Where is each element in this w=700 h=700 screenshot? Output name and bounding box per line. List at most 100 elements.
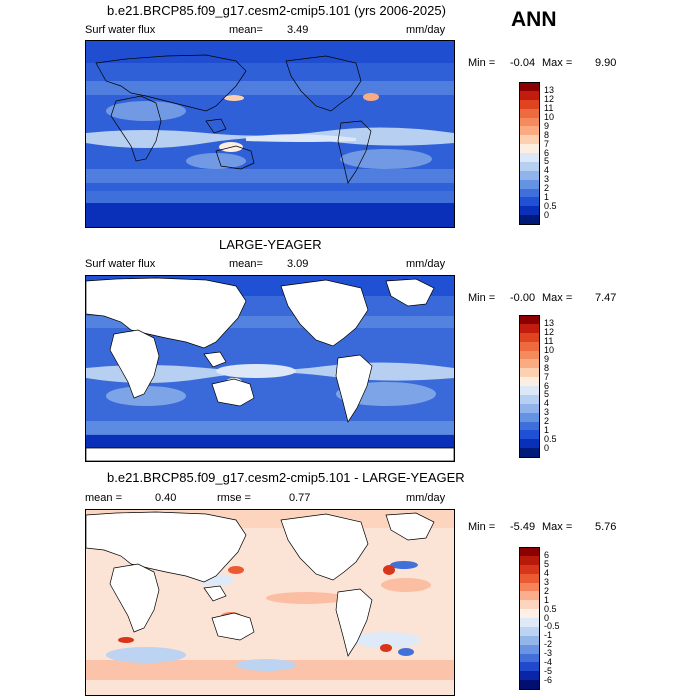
colorbar-swatch [519, 626, 540, 637]
colorbar-swatch [519, 439, 540, 449]
colorbar-tick-label: -6 [544, 674, 553, 685]
colorbar-tick-label: 3 [544, 577, 550, 587]
colorbar-tick-label: -4 [544, 656, 553, 667]
panel3-max-label: Max = [542, 521, 573, 533]
colorbar-swatch [519, 108, 540, 118]
colorbar-tick-label: 0.5 [544, 433, 557, 444]
panel1-map [85, 40, 455, 228]
panel2-max-value: 7.47 [595, 292, 617, 304]
colorbar-tick-label: 5 [544, 156, 550, 167]
colorbar-tick-label: 0 [544, 442, 550, 453]
colorbar-tick-label: 9 [544, 120, 550, 131]
panel1-min-value: -0.04 [510, 57, 536, 69]
colorbar-tick-label: -2 [544, 639, 553, 650]
colorbar-tick-label: 12 [544, 327, 555, 338]
colorbar-swatch [519, 126, 540, 136]
colorbar-swatch [519, 662, 540, 672]
colorbar-swatch [519, 421, 540, 431]
colorbar-swatch [519, 368, 540, 378]
colorbar-swatch [519, 99, 540, 110]
colorbar-swatch [519, 386, 540, 396]
colorbar-tick-label: 5 [544, 389, 550, 400]
colorbar-tick-label: -3 [544, 648, 553, 658]
colorbar-swatch [519, 394, 540, 405]
panel2-max-label: Max = [542, 292, 573, 304]
colorbar-tick-label: 3 [544, 174, 550, 185]
colorbar-tick-label: 13 [544, 318, 555, 329]
panel1-colorbar: 13 12 11 10 9 8 7 6 5 4 3 2 1 0.5 0 [519, 82, 579, 225]
colorbar-swatch [519, 341, 540, 351]
colorbar-swatch [519, 555, 540, 566]
colorbar-swatch [519, 573, 540, 583]
panel2-units: mm/day [406, 258, 446, 270]
colorbar-tick-label: 0 [544, 612, 550, 623]
panel2-min-value: -0.00 [510, 292, 536, 304]
colorbar-swatch [519, 144, 540, 154]
colorbar-tick-label: 12 [544, 94, 555, 105]
colorbar-tick-label: 7 [544, 371, 550, 382]
colorbar-swatch [519, 206, 540, 216]
panel3-min-label: Min = [468, 521, 496, 533]
colorbar-swatch [519, 547, 540, 557]
colorbar-swatch [519, 315, 540, 325]
panel2-variable-label: Surf water flux [85, 258, 156, 270]
panel1-mean-label: mean= [229, 24, 263, 36]
panel3-mean-value: 0.40 [155, 492, 177, 504]
panel3-rmse-value: 0.77 [289, 492, 311, 504]
season-label: ANN [511, 8, 557, 31]
colorbar-swatch [519, 135, 540, 145]
colorbar-tick-label: 3 [544, 407, 550, 418]
panel3-mean-label: mean = [85, 492, 122, 504]
colorbar-tick-label: 5 [544, 559, 550, 570]
colorbar-tick-label: 4 [544, 568, 550, 579]
colorbar-tick-label: 10 [544, 112, 555, 122]
panel1-mean-value: 3.49 [287, 24, 309, 36]
colorbar-tick-label: 2 [544, 585, 550, 596]
colorbar-tick-label: -5 [544, 665, 553, 676]
colorbar-swatch [519, 350, 540, 360]
colorbar-swatch [519, 197, 540, 207]
colorbar-tick-label: 6 [544, 380, 550, 391]
colorbar-swatch [519, 448, 540, 458]
panel1-title: b.e21.BRCP85.f09_g17.cesm2-cmip5.101 (yr… [107, 3, 446, 18]
panel2-colorbar: 13 12 11 10 9 8 7 6 5 4 3 2 1 0.5 0 [519, 315, 579, 458]
colorbar-tick-label: 1 [544, 191, 550, 202]
colorbar-swatch [519, 618, 540, 628]
colorbar-swatch [519, 179, 540, 189]
colorbar-swatch [519, 215, 540, 225]
colorbar-swatch [519, 377, 540, 387]
panel1-variable-label: Surf water flux [85, 24, 156, 36]
colorbar-tick-label: -1 [544, 630, 553, 641]
colorbar-tick-label: 0 [544, 209, 550, 220]
panel3-max-value: 5.76 [595, 521, 617, 533]
colorbar-tick-label: 4 [544, 398, 550, 409]
panel1-min-label: Min = [468, 57, 496, 69]
colorbar-swatch [519, 82, 540, 92]
colorbar-swatch [519, 412, 540, 422]
colorbar-tick-label: 10 [544, 345, 555, 355]
panel2-title: LARGE-YEAGER [219, 237, 322, 252]
colorbar-swatch [519, 170, 540, 181]
colorbar-tick-label: 2 [544, 183, 550, 193]
colorbar-swatch [519, 117, 540, 127]
colorbar-swatch [519, 582, 540, 592]
colorbar-tick-label: 8 [544, 129, 550, 140]
colorbar-swatch [519, 323, 540, 334]
panel3-map [85, 509, 455, 696]
colorbar-tick-label: 6 [544, 147, 550, 158]
colorbar-tick-label: 8 [544, 362, 550, 373]
colorbar-swatch [519, 161, 540, 172]
colorbar-swatch [519, 600, 540, 610]
colorbar-swatch [519, 90, 540, 101]
colorbar-tick-label: 1 [544, 594, 550, 605]
colorbar-tick-label: 11 [544, 103, 554, 114]
colorbar-tick-label: 11 [544, 336, 554, 347]
colorbar-tick-label: 0.5 [544, 200, 557, 211]
colorbar-tick-label: 2 [544, 416, 550, 426]
colorbar-swatch [519, 635, 540, 646]
panel1-max-value: 9.90 [595, 57, 617, 69]
panel2-map [85, 275, 455, 462]
colorbar-tick-label: 4 [544, 165, 550, 176]
colorbar-tick-label: 6 [544, 550, 550, 561]
colorbar-swatch [519, 680, 540, 690]
